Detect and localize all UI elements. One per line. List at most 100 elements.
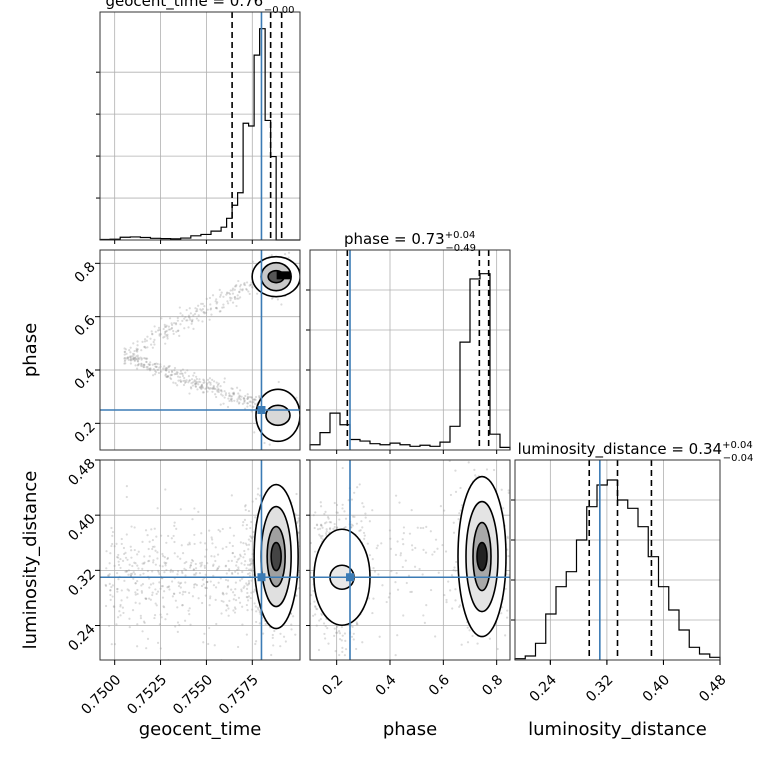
sample-point (219, 403, 222, 406)
sample-point (504, 587, 507, 590)
sample-point (158, 623, 161, 626)
sample-point (425, 525, 428, 528)
sample-point (362, 505, 365, 508)
sample-point (229, 398, 232, 401)
sample-point (153, 614, 157, 617)
sample-point (377, 573, 380, 576)
sample-point (149, 368, 152, 371)
sample-point (170, 373, 173, 377)
sample-point (147, 560, 150, 563)
sample-point (282, 635, 286, 638)
x-tick-label: 0.7500 (78, 672, 124, 718)
sample-point (239, 579, 242, 582)
sample-point (137, 363, 140, 366)
sample-point (251, 285, 254, 289)
sample-point (236, 558, 239, 561)
sample-point (200, 387, 203, 391)
sample-point (137, 356, 140, 359)
sample-point (301, 541, 303, 543)
sample-point (364, 512, 367, 515)
sample-point (133, 573, 137, 576)
sample-point (194, 307, 197, 310)
sample-point (231, 387, 234, 391)
sample-point (153, 527, 156, 530)
sample-point (232, 598, 235, 601)
sample-point (140, 584, 143, 587)
sample-point (244, 542, 247, 545)
sample-point (301, 577, 303, 579)
sample-point (109, 598, 112, 601)
sample-point (166, 335, 169, 338)
sample-point (233, 288, 236, 291)
sample-point (218, 288, 221, 291)
sample-point (197, 383, 200, 386)
sample-point (230, 571, 234, 575)
sample-point (326, 627, 329, 630)
sample-point (195, 317, 199, 320)
sample-point (132, 356, 135, 360)
sample-point (492, 468, 496, 472)
sample-point (152, 559, 155, 562)
sample-point (194, 567, 198, 570)
sample-point (301, 272, 303, 274)
sample-point (156, 590, 160, 593)
x-axis-label: geocent_time (139, 719, 262, 740)
sample-point (184, 315, 187, 319)
sample-point (125, 570, 128, 573)
sample-point (246, 393, 249, 396)
sample-point (221, 547, 224, 550)
sample-point (165, 366, 168, 370)
sample-point (413, 565, 417, 568)
sample-point (160, 616, 163, 619)
sample-point (176, 372, 179, 376)
sample-point (279, 645, 282, 648)
sample-point (434, 538, 438, 541)
sample-point (312, 589, 315, 593)
sample-point (414, 546, 417, 550)
sample-point (212, 584, 216, 587)
sample-point (210, 313, 213, 316)
sample-point (340, 639, 343, 642)
sample-point (140, 589, 143, 593)
sample-point (123, 552, 126, 556)
sample-point (273, 629, 276, 633)
sample-point (189, 312, 192, 315)
sample-point (162, 606, 166, 609)
sample-point (160, 317, 163, 320)
sample-point (112, 605, 115, 608)
sample-point (200, 561, 204, 564)
sample-point (217, 387, 220, 390)
sample-point (178, 624, 181, 627)
sample-point (245, 582, 248, 585)
sample-point (155, 365, 158, 369)
sample-point (134, 601, 137, 604)
sample-point (181, 374, 185, 378)
sample-point (245, 633, 248, 636)
sample-point (178, 582, 182, 585)
sample-point (195, 375, 198, 378)
sample-point (300, 568, 302, 570)
sample-point (167, 375, 170, 378)
sample-point (213, 387, 216, 390)
sample-point (143, 555, 146, 558)
sample-point (336, 527, 339, 530)
sample-point (242, 520, 245, 524)
sample-point (325, 521, 328, 524)
sample-point (179, 312, 182, 315)
sample-point (321, 534, 324, 538)
sample-point (175, 330, 178, 333)
sample-point (249, 562, 253, 565)
sample-point (270, 297, 274, 300)
sample-point (294, 606, 296, 608)
sample-point (158, 581, 161, 584)
sample-point (466, 626, 469, 629)
sample-point (211, 378, 214, 381)
sample-point (177, 581, 180, 584)
sample-point (301, 542, 303, 544)
sample-point (136, 350, 139, 353)
sample-point (132, 357, 135, 360)
sample-point (459, 486, 462, 490)
sample-point (243, 553, 246, 556)
sample-point (341, 466, 344, 470)
sample-point (212, 574, 215, 577)
